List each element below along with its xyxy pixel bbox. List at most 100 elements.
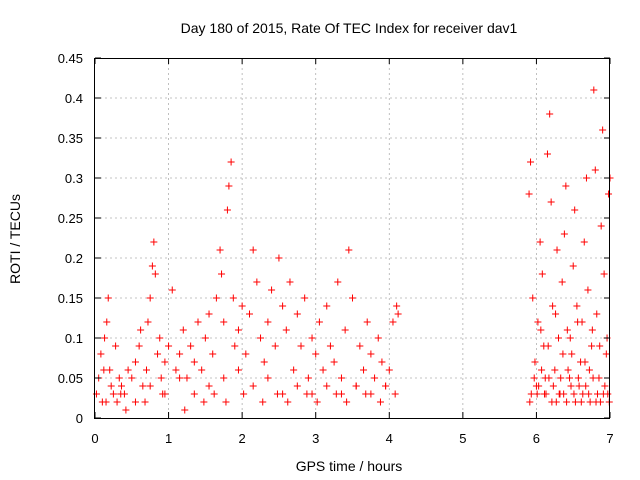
data-point — [144, 318, 152, 326]
data-point — [284, 398, 292, 406]
data-point — [530, 374, 538, 382]
data-point — [124, 366, 132, 374]
data-point — [535, 382, 543, 390]
data-point — [264, 318, 272, 326]
data-point — [345, 246, 353, 254]
data-point — [582, 174, 590, 182]
data-point — [389, 318, 397, 326]
data-point — [376, 398, 384, 406]
x-tick-label: 6 — [533, 431, 540, 446]
y-tick-label: 0.4 — [65, 91, 83, 106]
data-point — [566, 334, 574, 342]
data-point — [575, 382, 583, 390]
data-point — [531, 358, 539, 366]
data-point — [112, 342, 120, 350]
data-point — [545, 374, 553, 382]
data-point — [581, 358, 589, 366]
data-point — [555, 390, 563, 398]
data-point — [190, 390, 198, 398]
data-point — [349, 294, 356, 302]
y-tick-label: 0.25 — [58, 211, 83, 226]
data-point — [534, 318, 542, 326]
data-point — [548, 398, 556, 406]
data-point — [367, 350, 375, 358]
data-point — [580, 238, 588, 246]
data-point — [574, 374, 582, 382]
data-point — [101, 334, 109, 342]
data-point — [584, 286, 592, 294]
data-point — [146, 382, 154, 390]
data-point — [567, 382, 575, 390]
y-tick-label: 0.1 — [65, 331, 83, 346]
data-point — [249, 246, 257, 254]
y-axis-title: ROTI / TECUs — [7, 194, 23, 284]
data-point — [596, 342, 604, 350]
x-tick-label: 3 — [312, 431, 319, 446]
data-point — [555, 334, 562, 342]
data-point — [326, 342, 334, 350]
data-point — [286, 278, 294, 286]
data-point — [526, 398, 534, 406]
data-point — [282, 326, 290, 334]
data-point — [97, 350, 105, 358]
data-point — [172, 366, 180, 374]
data-point — [279, 302, 287, 310]
data-point — [574, 318, 582, 326]
data-point — [293, 382, 301, 390]
data-point — [290, 366, 298, 374]
y-tick-label: 0.15 — [58, 291, 83, 306]
data-point — [297, 342, 305, 350]
data-point — [210, 390, 218, 398]
data-point — [205, 310, 213, 318]
data-point — [209, 350, 217, 358]
data-point — [212, 294, 220, 302]
data-point — [303, 390, 311, 398]
y-tick-label: 0.45 — [58, 51, 83, 66]
data-point — [586, 398, 594, 406]
y-tick-label: 0.35 — [58, 131, 83, 146]
data-point — [249, 382, 257, 390]
data-point — [222, 398, 230, 406]
data-point — [551, 366, 559, 374]
x-axis-title: GPS time / hours — [296, 458, 403, 474]
data-point — [562, 182, 570, 190]
chart-title: Day 180 of 2015, Rate Of TEC Index for r… — [181, 20, 518, 36]
x-tick-labels: 0 1 2 3 4 5 6 7 — [91, 431, 613, 446]
data-point — [220, 374, 228, 382]
data-point — [391, 390, 399, 398]
data-point — [161, 358, 169, 366]
data-point — [588, 342, 596, 350]
data-point — [591, 166, 599, 174]
data-point — [371, 374, 379, 382]
data-point — [181, 406, 189, 414]
data-point — [275, 254, 283, 262]
data-point — [560, 230, 568, 238]
data-point — [341, 326, 349, 334]
data-point — [553, 246, 561, 254]
data-point — [332, 390, 340, 398]
data-point — [139, 382, 147, 390]
data-point — [547, 198, 555, 206]
data-point — [107, 382, 115, 390]
data-point — [259, 398, 267, 406]
data-point — [143, 366, 150, 374]
data-point — [588, 326, 596, 334]
data-point — [549, 302, 557, 310]
data-point — [573, 302, 581, 310]
grid — [95, 58, 610, 418]
data-point — [589, 374, 597, 382]
data-point — [137, 326, 145, 334]
data-point — [337, 374, 345, 382]
data-point — [323, 302, 331, 310]
data-point — [544, 342, 552, 350]
data-point — [385, 366, 393, 374]
data-point — [131, 358, 139, 366]
data-point — [374, 334, 382, 342]
data-point — [131, 398, 139, 406]
data-point — [571, 398, 579, 406]
data-point — [323, 382, 331, 390]
data-point — [593, 310, 601, 318]
data-point — [205, 382, 213, 390]
data-point — [563, 326, 571, 334]
data-point — [246, 310, 253, 318]
